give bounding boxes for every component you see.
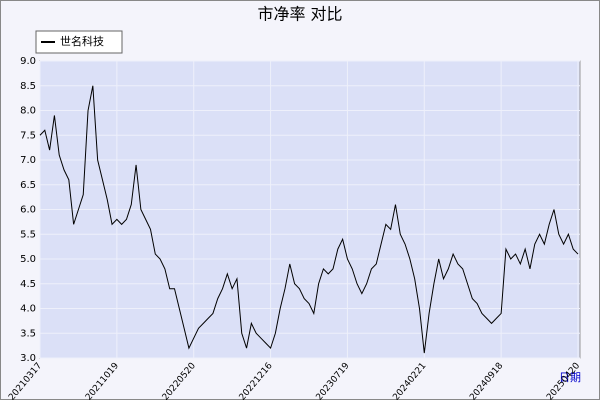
y-tick-label: 3.5 — [20, 328, 36, 339]
y-tick-label: 5.0 — [20, 254, 36, 265]
legend-box — [35, 30, 123, 54]
y-tick-label: 7.0 — [20, 155, 36, 166]
y-tick-label: 6.5 — [20, 180, 36, 191]
legend-label: 世名科技 — [60, 34, 104, 48]
y-tick-label: 3.0 — [20, 353, 36, 364]
y-tick-label: 4.5 — [20, 279, 36, 290]
y-tick-label: 8.5 — [20, 81, 36, 92]
x-axis-label: 日期 — [559, 371, 581, 384]
y-tick-label: 7.5 — [20, 130, 36, 141]
y-tick-label: 5.5 — [20, 229, 36, 240]
line — [39, 85, 579, 354]
y-tick-label: 6.0 — [20, 205, 36, 216]
chart-title: 市净率 对比 — [257, 5, 342, 24]
y-tick-label: 4.0 — [20, 304, 36, 315]
y-tick-label: 8.0 — [20, 106, 36, 117]
y-tick-label: 9.0 — [20, 56, 36, 67]
